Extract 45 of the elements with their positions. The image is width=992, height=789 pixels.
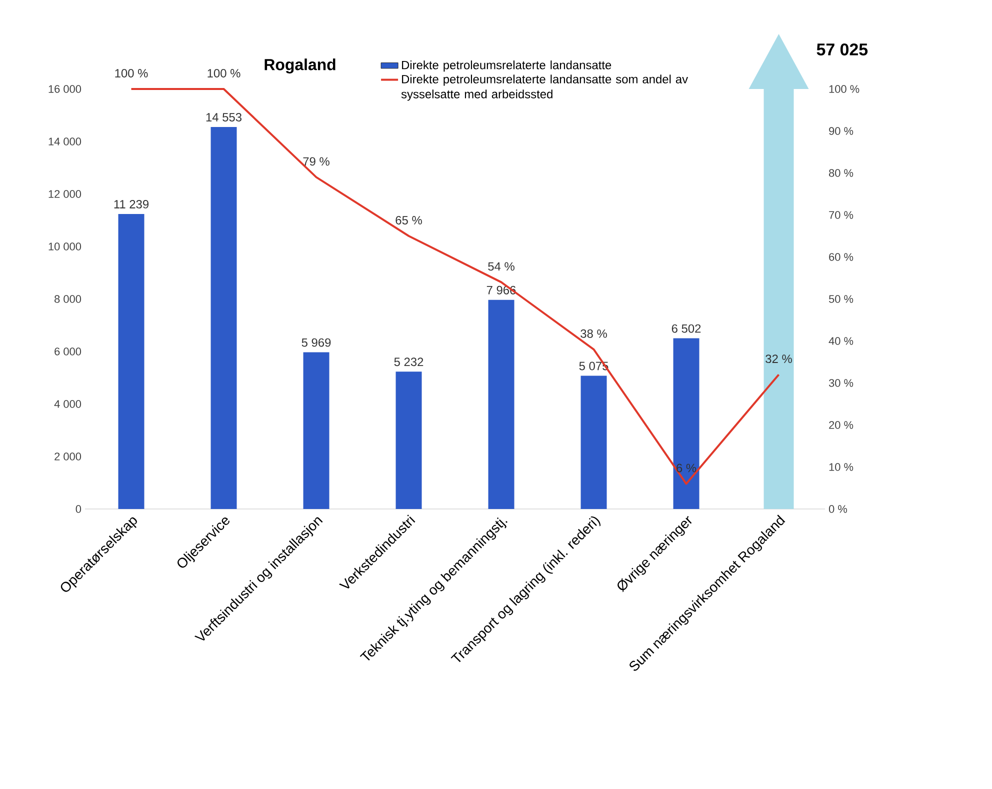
y-tick-label: 4 000 [54, 400, 82, 408]
y-tick-label: 12 000 [48, 190, 82, 198]
data-label: 65 % [396, 216, 422, 224]
data-label: 100 % [115, 69, 148, 78]
y2-tick-label: 90 % [829, 127, 854, 135]
data-label: 32 % [766, 354, 792, 364]
bar [303, 352, 330, 509]
bar [396, 372, 422, 509]
data-label: 38 % [580, 329, 607, 338]
y2-tick-label: 10 % [829, 463, 854, 471]
bar [580, 376, 607, 509]
bar [488, 300, 514, 509]
line-series [130, 88, 780, 485]
data-label: 100 % [208, 69, 240, 78]
data-label: 5 232 [394, 358, 424, 366]
bar [673, 338, 700, 509]
y-tick-label: 6 000 [54, 348, 82, 356]
data-label: 11 239 [114, 200, 149, 208]
chart-title: Rogaland [264, 58, 336, 74]
y-tick-label: 2 000 [54, 452, 82, 460]
data-label: 6 502 [672, 324, 701, 333]
data-label: 5 969 [302, 338, 331, 347]
y2-tick-label: 0 % [828, 505, 848, 513]
y-tick-label: 10 000 [48, 242, 82, 250]
y-tick-label: 8 000 [54, 295, 82, 303]
y2-tick-label: 50 % [828, 295, 854, 303]
y2-tick-label: 60 % [829, 253, 854, 261]
bar [210, 126, 237, 509]
data-label: 79 % [303, 157, 330, 166]
y2-tick-label: 70 % [829, 211, 854, 219]
data-label: 6 % [676, 464, 696, 472]
y-tick-label: 16 000 [48, 85, 82, 93]
y2-tick-label: 30 % [828, 379, 854, 387]
data-label: 14 553 [206, 112, 242, 122]
y-tick-label: 0 [76, 505, 82, 513]
y2-tick-label: 40 % [828, 337, 854, 345]
text: 57 025 [816, 43, 868, 56]
legend-label: Direkte petroleumsrelaterte landansatte som andel av sysselsatte med arbeidssted [401, 74, 688, 101]
data-label: 54 % [488, 262, 514, 271]
y2-tick-label: 80 % [829, 169, 854, 177]
y2-tick-label: 100 % [829, 85, 860, 93]
bar [118, 214, 144, 509]
y-tick-label: 14 000 [48, 138, 82, 146]
y2-tick-label: 20 % [829, 421, 854, 429]
legend-label: Direkte petroleumsrelaterte landansatte [402, 60, 612, 72]
